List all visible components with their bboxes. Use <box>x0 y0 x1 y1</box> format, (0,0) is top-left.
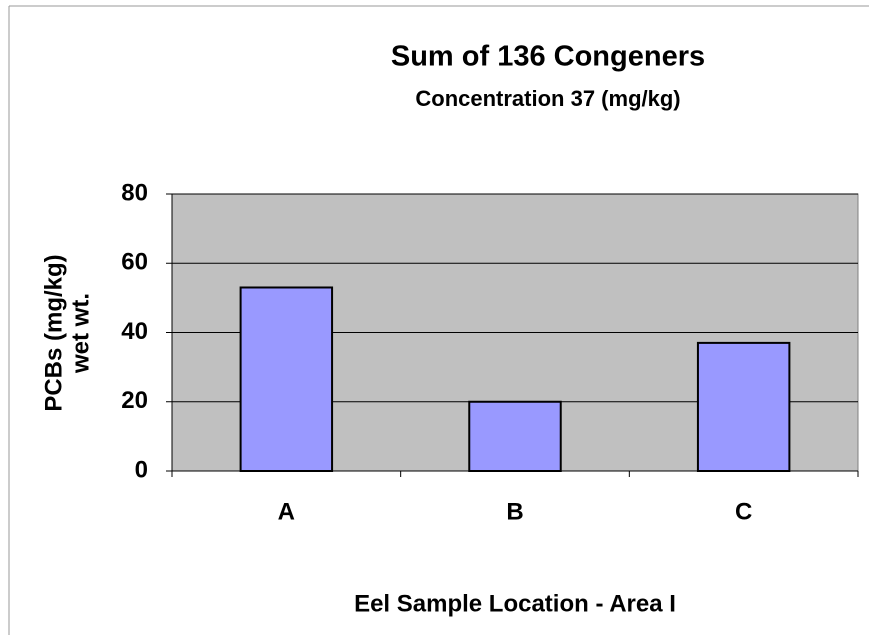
x-tick-label: C <box>735 498 752 525</box>
y-tick-label: 80 <box>121 179 148 206</box>
x-axis-label: Eel Sample Location - Area I <box>354 590 676 617</box>
bar <box>468 400 562 472</box>
y-axis-label: wet wt. <box>67 293 94 374</box>
bar <box>239 286 334 472</box>
chart-title: Sum of 136 Congeners <box>391 41 705 73</box>
y-axis-label: PCBs (mg/kg) <box>40 254 67 411</box>
y-tick-label: 20 <box>121 387 148 414</box>
x-tick-label: A <box>278 498 295 525</box>
chart-subtitle: Concentration 37 (mg/kg) <box>415 86 680 111</box>
bar <box>696 341 791 473</box>
y-tick-label: 0 <box>135 456 148 483</box>
y-tick-label: 60 <box>121 249 148 276</box>
x-tick-label: B <box>506 498 523 525</box>
y-tick-label: 40 <box>121 318 148 345</box>
